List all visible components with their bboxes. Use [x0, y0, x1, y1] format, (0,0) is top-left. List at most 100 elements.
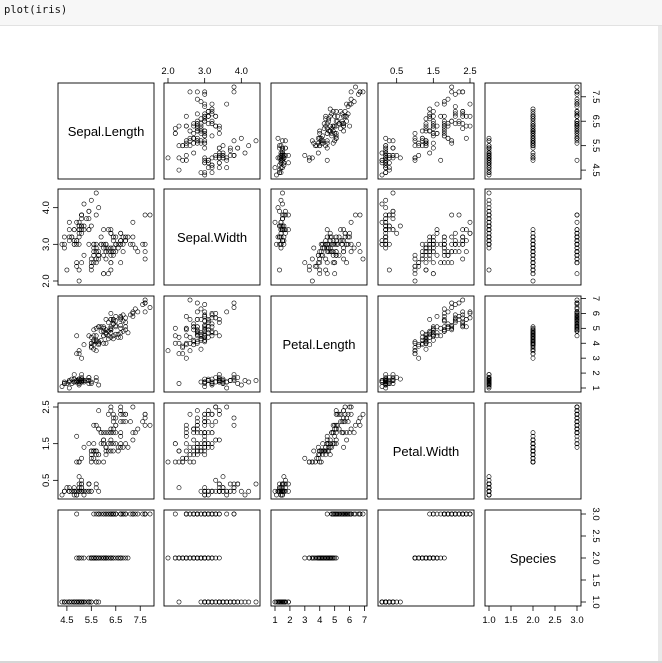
- point-0-4-99: [530, 138, 536, 144]
- point-1-3-9: [379, 238, 385, 244]
- point-3-1-85: [216, 437, 222, 443]
- point-1-3-142: [445, 252, 451, 258]
- point-2-0-147: [113, 322, 119, 328]
- point-0-1-28: [216, 150, 222, 156]
- point-2-4-97: [530, 336, 536, 342]
- point-1-0-109: [130, 219, 136, 225]
- point-0-2-34: [280, 157, 285, 163]
- point-2-1-121: [194, 327, 200, 333]
- point-0-4-50: [530, 106, 536, 112]
- point-2-1-106: [183, 333, 189, 339]
- point-3-2-61: [320, 441, 326, 447]
- point-0-4-37: [486, 157, 492, 163]
- point-0-3-95: [419, 138, 425, 144]
- point-3-0-98: [79, 455, 84, 461]
- point-1-3-44: [390, 212, 396, 218]
- point-3-1-109: [224, 404, 230, 410]
- point-2-1-98: [183, 355, 189, 361]
- point-0-1-25: [202, 155, 208, 161]
- point-3-0-149: [98, 430, 104, 436]
- point-1-3-65: [427, 238, 433, 244]
- point-4-3-23: [394, 599, 400, 605]
- point-2-1-105: [202, 302, 208, 307]
- point-1-3-133: [430, 249, 436, 255]
- point-1-3-59: [427, 252, 433, 258]
- point-0-1-27: [220, 150, 226, 156]
- point-0-4-46: [486, 152, 492, 158]
- point-0-1-141: [205, 109, 211, 114]
- point-4-1-134: [187, 511, 193, 517]
- point-0-3-131: [449, 84, 455, 90]
- point-1-2-47: [278, 234, 284, 240]
- point-0-3-125: [441, 101, 447, 107]
- panel-2-4: [484, 295, 582, 393]
- point-1-4-33: [486, 197, 492, 203]
- point-3-0-135: [142, 411, 148, 417]
- point-0-3-49: [383, 155, 389, 161]
- point-0-2-47: [278, 165, 284, 171]
- code-cell[interactable]: plot(iris): [0, 0, 662, 26]
- point-0-3-40: [386, 155, 392, 161]
- point-1-2-62: [317, 271, 323, 277]
- point-4-0-42: [62, 599, 67, 605]
- point-0-1-87: [176, 123, 182, 129]
- point-0-4-148: [574, 126, 580, 132]
- point-3-0-45: [71, 485, 77, 491]
- point-3-1-106: [183, 433, 189, 439]
- panel-3-2: [270, 402, 368, 500]
- point-2-0-100: [108, 310, 114, 316]
- point-2-3-119: [430, 325, 436, 331]
- point-2-3-79: [412, 348, 418, 354]
- point-3-1-114: [194, 408, 200, 414]
- point-1-3-33: [383, 197, 389, 203]
- point-0-1-22: [224, 165, 230, 171]
- point-0-3-139: [452, 109, 458, 114]
- point-0-2-90: [323, 143, 329, 149]
- point-1-0-103: [108, 245, 114, 251]
- point-2-1-24: [216, 372, 222, 377]
- point-2-1-133: [194, 324, 200, 330]
- point-2-3-56: [434, 330, 440, 336]
- point-0-1-73: [194, 128, 200, 134]
- point-3-4-139: [574, 419, 580, 425]
- point-3-1-46: [231, 488, 237, 494]
- tick-label-right-2-6: 7: [590, 296, 601, 301]
- point-0-1-121: [194, 140, 200, 146]
- point-1-2-53: [317, 267, 323, 273]
- scrollbar-track[interactable]: [658, 26, 662, 663]
- point-0-1-10: [227, 145, 233, 151]
- point-4-1-41: [176, 599, 182, 605]
- point-3-1-60: [165, 459, 171, 465]
- point-0-1-37: [224, 157, 230, 163]
- point-3-1-123: [191, 430, 197, 436]
- panel-4-2: [270, 509, 368, 607]
- point-3-1-13: [202, 492, 208, 498]
- point-3-2-107: [351, 430, 357, 436]
- point-0-2-123: [330, 123, 336, 129]
- point-1-4-93: [530, 267, 536, 273]
- point-1-2-132: [341, 249, 346, 255]
- point-1-3-46: [383, 212, 389, 218]
- point-2-0-129: [130, 313, 136, 319]
- point-0-2-35: [275, 155, 281, 161]
- point-0-1-38: [202, 170, 208, 175]
- point-2-0-88: [91, 339, 97, 345]
- point-4-0-70: [98, 555, 104, 561]
- point-2-1-122: [194, 300, 200, 306]
- point-0-2-135: [348, 89, 354, 95]
- point-2-3-133: [430, 324, 436, 330]
- point-1-0-59: [81, 252, 87, 258]
- point-1-0-24: [71, 227, 77, 233]
- point-1-2-48: [280, 216, 285, 222]
- point-2-0-138: [101, 328, 106, 334]
- point-3-2-64: [311, 448, 317, 454]
- point-0-1-21: [227, 152, 233, 158]
- point-3-0-133: [108, 441, 114, 447]
- point-1-4-34: [486, 238, 492, 244]
- point-3-4-37: [486, 492, 492, 498]
- point-2-1-48: [227, 378, 233, 383]
- point-4-2-44: [285, 599, 291, 605]
- point-4-0-49: [76, 599, 82, 605]
- point-4-1-107: [198, 511, 204, 517]
